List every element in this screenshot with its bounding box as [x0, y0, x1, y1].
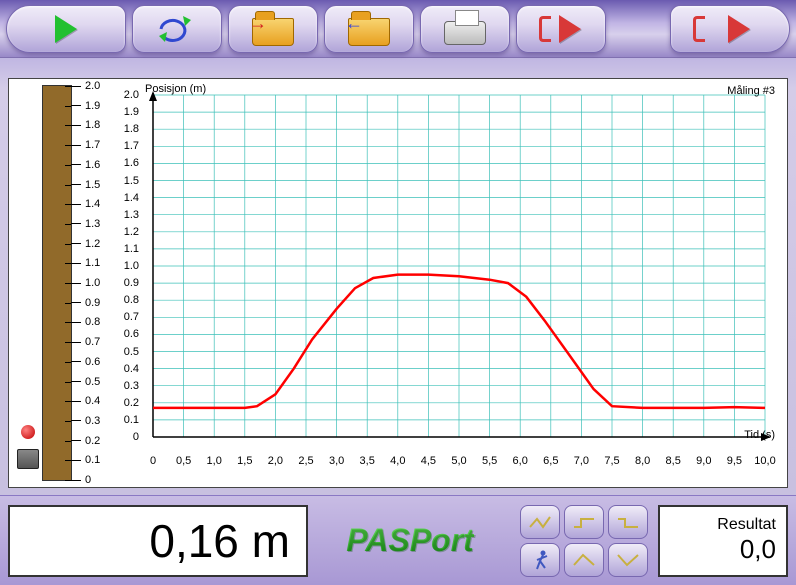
- ruler-tick: 1.0: [71, 277, 100, 289]
- loop-icon: [155, 14, 199, 44]
- exit-button[interactable]: [670, 5, 790, 53]
- mini-graph-4[interactable]: [564, 543, 604, 577]
- x-tick: 1,0: [207, 455, 222, 467]
- x-tick: 3,0: [329, 455, 344, 467]
- ruler-tick: 1.1: [71, 257, 100, 269]
- x-tick: 4,5: [421, 455, 436, 467]
- record-indicator-icon: [21, 425, 35, 439]
- mini-graph-5[interactable]: [608, 543, 648, 577]
- x-tick: 10,0: [754, 455, 775, 467]
- x-tick: 0: [150, 455, 156, 467]
- x-tick: 4,0: [390, 455, 405, 467]
- ruler-tick: 0.5: [71, 376, 100, 388]
- folder-open-icon: →: [252, 18, 294, 46]
- x-tick: 8,5: [666, 455, 681, 467]
- ruler-tick: 1.2: [71, 238, 100, 250]
- ruler-tick: 0.7: [71, 336, 100, 348]
- ruler-tick: 1.7: [71, 139, 100, 151]
- x-tick: 5,0: [451, 455, 466, 467]
- ruler-tick: 0.4: [71, 395, 100, 407]
- exit-bracket-icon: [693, 16, 705, 42]
- bottom-panel: 0,16 m PASPort Resultat 0,0: [0, 495, 796, 585]
- save-file-button[interactable]: ←: [324, 5, 414, 53]
- brand-area: PASPort: [318, 522, 502, 559]
- ruler-tick: 2.0: [71, 80, 100, 92]
- ruler-tick: 1.5: [71, 179, 100, 191]
- result-value: 0,0: [740, 534, 776, 565]
- walker-button[interactable]: [520, 543, 560, 577]
- sensor-icon: [17, 449, 39, 469]
- x-tick: 6,0: [513, 455, 528, 467]
- export-bracket-icon: [539, 16, 551, 42]
- ruler-tick: 1.6: [71, 159, 100, 171]
- ruler-tick: 0.9: [71, 297, 100, 309]
- print-button[interactable]: [420, 5, 510, 53]
- x-tick: 5,5: [482, 455, 497, 467]
- x-tick: 6,5: [543, 455, 558, 467]
- walker-icon: [529, 549, 551, 571]
- ruler-tick: 1.9: [71, 100, 100, 112]
- printer-icon: [444, 21, 486, 45]
- play-button[interactable]: [6, 5, 126, 53]
- ruler-tick: 0.6: [71, 356, 100, 368]
- x-tick: 2,5: [298, 455, 313, 467]
- exit-arrow-icon: [728, 15, 750, 43]
- open-file-button[interactable]: →: [228, 5, 318, 53]
- ruler-tick: 1.3: [71, 218, 100, 230]
- mini-buttons: [520, 505, 648, 577]
- loop-button[interactable]: [132, 5, 222, 53]
- x-tick: 2,0: [268, 455, 283, 467]
- ruler-tick: 0.2: [71, 435, 100, 447]
- x-tick: 9,5: [727, 455, 742, 467]
- pasport-logo: PASPort: [346, 522, 473, 559]
- ruler-tick: 0.1: [71, 454, 100, 466]
- chart-panel: 2.0 1.9 1.8 1.7 1.6 1.5 1.4 1.3 1.2 1.1 1.0 0.9 0.8 0…: [8, 78, 788, 488]
- x-tick: 7,5: [604, 455, 619, 467]
- folder-save-icon: ←: [348, 18, 390, 46]
- mini-graph-3[interactable]: [608, 505, 648, 539]
- result-label: Resultat: [717, 516, 776, 534]
- x-tick: 9,0: [696, 455, 711, 467]
- play-icon: [55, 15, 77, 43]
- mini-graph-1[interactable]: [520, 505, 560, 539]
- x-tick: 8,0: [635, 455, 650, 467]
- ruler-tick: 0: [71, 474, 91, 486]
- x-tick: 1,5: [237, 455, 252, 467]
- ruler-tick: 0.3: [71, 415, 100, 427]
- plot-area[interactable]: [125, 87, 775, 451]
- ruler-tick: 1.4: [71, 198, 100, 210]
- result-box: Resultat 0,0: [658, 505, 788, 577]
- readout-value: 0,16 m: [149, 514, 290, 568]
- mini-graph-2[interactable]: [564, 505, 604, 539]
- level-ruler: 2.01.91.81.71.61.51.41.31.21.11.00.90.80…: [42, 85, 72, 481]
- ruler-tick: 1.8: [71, 119, 100, 131]
- export-arrow-icon: [559, 15, 581, 43]
- ruler-column: 2.0 1.9 1.8 1.7 1.6 1.5 1.4 1.3 1.2 1.1 1.0 0.9 0.8 0…: [9, 79, 105, 487]
- current-readout: 0,16 m: [8, 505, 308, 577]
- plot-area-container: Posisjon (m) Måling #3 Tid (s) 00,51,01,…: [105, 79, 787, 487]
- export-button[interactable]: [516, 5, 606, 53]
- x-tick: 0,5: [176, 455, 191, 467]
- top-toolbar: → ←: [0, 0, 796, 58]
- x-tick: 3,5: [360, 455, 375, 467]
- ruler-tick: 0.8: [71, 316, 100, 328]
- x-tick: 7,0: [574, 455, 589, 467]
